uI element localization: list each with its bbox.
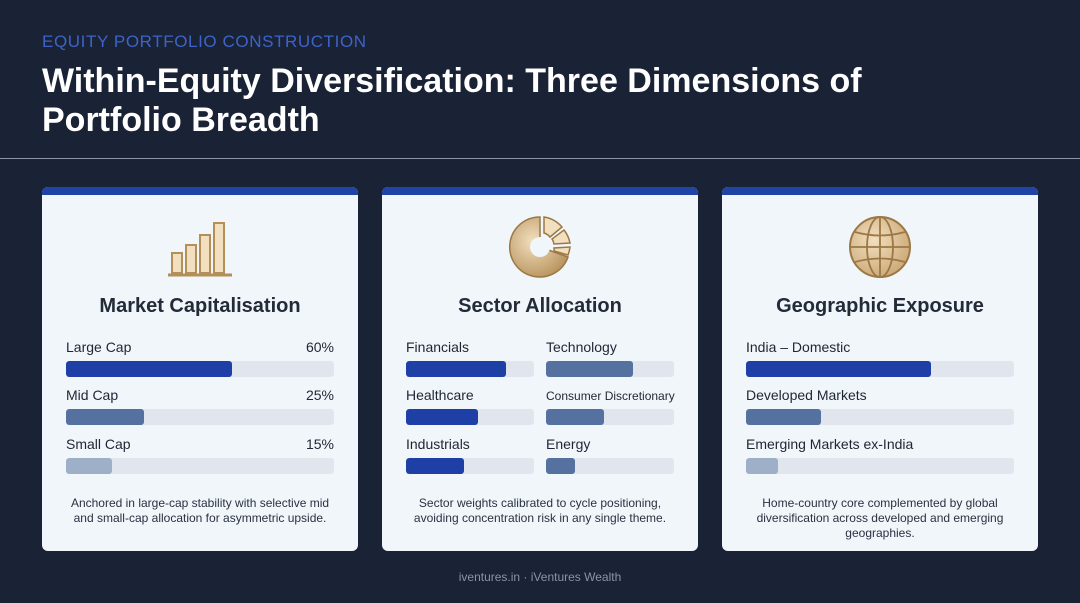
bar-track (406, 458, 534, 474)
row-label: Large Cap (66, 339, 132, 355)
bar-fill (66, 409, 144, 425)
bar-fill (546, 409, 604, 425)
bar-track (746, 458, 1014, 474)
card-market-capitalisation: Market Capitalisation Large Cap 60% Mid … (42, 187, 358, 551)
bar-track (746, 361, 1014, 377)
bar-track (66, 409, 334, 425)
sector-label: Industrials (406, 436, 470, 452)
footer-credit: iventures.in · iVentures Wealth (458, 570, 622, 584)
card-title: Sector Allocation (458, 295, 622, 317)
bar-track (746, 409, 1014, 425)
bar-track (66, 361, 334, 377)
bar-fill (406, 458, 464, 474)
sector-label: Technology (546, 339, 617, 355)
sector-label: Financials (406, 339, 470, 355)
bar-fill (746, 361, 931, 377)
row-label: Emerging Markets ex-India (746, 436, 914, 452)
bar-chart-icon (168, 222, 232, 277)
card-accent-bar (722, 187, 1038, 195)
bar-fill (546, 458, 576, 474)
card-title: Geographic Exposure (776, 295, 984, 317)
row-percent: 15% (305, 436, 334, 452)
bar-track (546, 361, 674, 377)
card-description: Anchored in large-cap stability with sel… (70, 496, 330, 525)
bar-track (546, 409, 674, 425)
sector-label: Consumer Discretionary (546, 389, 675, 403)
row-label: Developed Markets (746, 387, 867, 403)
bar-fill (546, 361, 634, 377)
row-percent: 60% (305, 339, 334, 355)
row-label: Mid Cap (66, 387, 119, 403)
card-title: Market Capitalisation (99, 295, 301, 317)
page-title: Within-Equity Diversification: Three Dim… (42, 62, 862, 139)
sector-label: Healthcare (406, 387, 474, 403)
bar-fill (66, 458, 112, 474)
row-percent: 25% (305, 387, 334, 403)
globe-icon (849, 216, 911, 278)
card-accent-bar (42, 187, 358, 195)
header-divider (0, 158, 1080, 159)
bar-track (546, 458, 674, 474)
card-accent-bar (382, 187, 698, 195)
row-label: Small Cap (66, 436, 131, 452)
eyebrow-label: EQUITY PORTFOLIO CONSTRUCTION (42, 32, 367, 51)
sector-label: Energy (546, 436, 591, 452)
bar-fill (66, 361, 233, 377)
bar-fill (406, 361, 506, 377)
bar-track (66, 458, 334, 474)
card-description: Sector weights calibrated to cycle posit… (413, 496, 667, 525)
bar-track (406, 409, 534, 425)
bar-fill (746, 458, 779, 474)
bar-track (406, 361, 534, 377)
pie-chart-icon (509, 216, 571, 278)
card-sector-allocation: Sector Allocation Financials Technology … (382, 187, 698, 551)
card-description: Home-country core complemented by global… (756, 496, 1004, 540)
card-geographic-exposure: Geographic Exposure India – Domestic Dev… (722, 187, 1038, 551)
row-label: India – Domestic (746, 339, 851, 355)
bar-fill (746, 409, 822, 425)
bar-fill (406, 409, 478, 425)
